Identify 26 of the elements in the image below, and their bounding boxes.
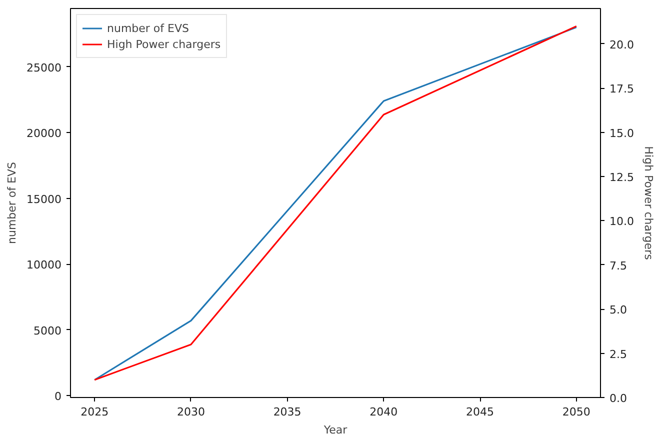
y2-tick-label: 10.0 — [610, 215, 634, 228]
y2-axis-title: High Power chargers — [642, 146, 655, 260]
y-tick-label: 15000 — [26, 192, 62, 206]
x-axis-title: Year — [322, 424, 348, 436]
x-tick-label: 2035 — [273, 406, 302, 418]
x-tick-label: 2045 — [466, 406, 494, 418]
x-tick-label: 2050 — [562, 406, 590, 418]
y-tick-label: 0 — [54, 390, 62, 404]
y2-tick-label: 0.0 — [610, 392, 627, 405]
y-tick-label: 5000 — [34, 324, 62, 338]
y-tick-label: 20000 — [26, 127, 62, 140]
y2-tick-label: 17.5 — [610, 82, 634, 96]
y-tick-label: 10000 — [26, 258, 62, 272]
y2-tick-label: 5.0 — [610, 304, 627, 317]
y2-tick-label: 12.5 — [610, 170, 634, 184]
x-tick-label: 2025 — [80, 406, 109, 418]
legend-label: High Power chargers — [107, 36, 221, 52]
legend-label: number of EVS — [107, 20, 189, 36]
y-tick-label: 25000 — [26, 61, 62, 74]
x-tick-label: 2030 — [176, 406, 205, 418]
y2-tick-label: 15.0 — [610, 126, 634, 140]
x-tick-label: 2040 — [370, 406, 398, 418]
y2-tick-label: 2.5 — [610, 348, 627, 361]
y2-tick-label: 7.5 — [610, 259, 627, 272]
y-axis-title: number of EVS — [6, 162, 19, 244]
y2-tick-label: 20.0 — [610, 38, 634, 52]
